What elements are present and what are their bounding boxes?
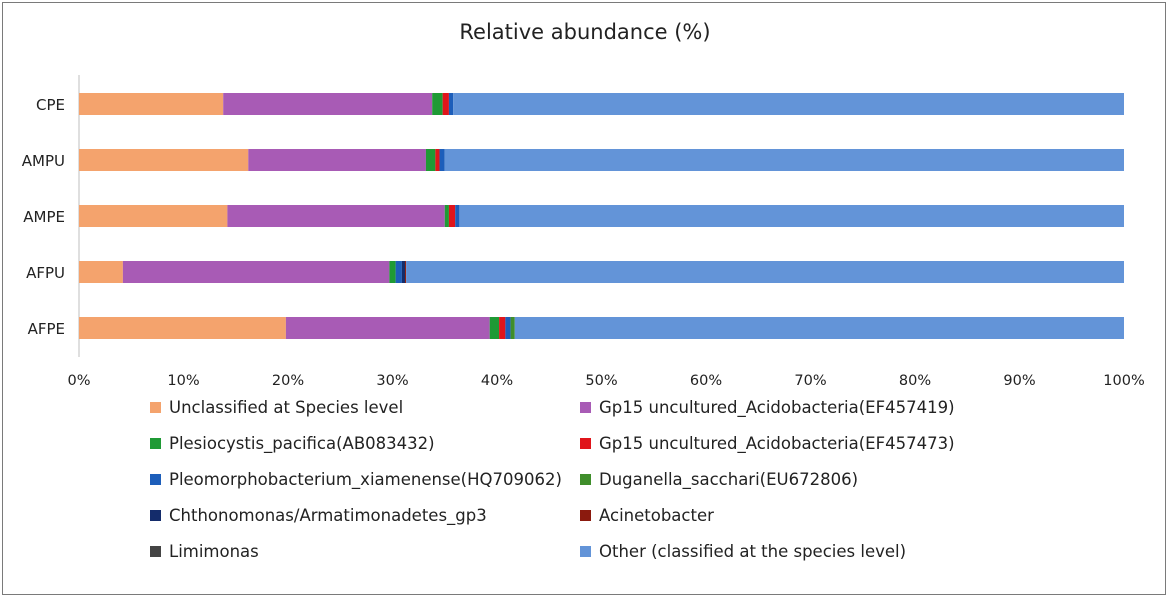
bar-ampu-series-1 xyxy=(248,149,426,171)
bar-cpe-series-3 xyxy=(442,93,449,115)
bar-afpe-series-0 xyxy=(79,317,286,339)
bar-ampe-series-1 xyxy=(227,205,445,227)
legend-label-3: Gp15 uncultured_Acidobacteria(EF457473) xyxy=(599,433,955,453)
bar-ampe-series-9 xyxy=(459,205,1124,227)
legend-item-9: Other (classified at the species level) xyxy=(580,539,906,563)
legend-item-2: Plesiocystis_pacifica(AB083432) xyxy=(150,431,435,455)
legend-swatch-7 xyxy=(580,509,591,521)
bar-cpe-series-1 xyxy=(223,93,433,115)
legend-label-4: Pleomorphobacterium_xiamenense(HQ709062) xyxy=(169,469,562,489)
legend-swatch-5 xyxy=(580,473,591,485)
bar-afpe-series-4 xyxy=(505,317,511,339)
bar-ampu-series-2 xyxy=(425,149,436,171)
bar-afpu-series-0 xyxy=(79,261,123,283)
bar-ampu-series-9 xyxy=(444,149,1124,171)
bar-ampu-series-3 xyxy=(435,149,440,171)
x-tick-label-8: 80% xyxy=(899,373,931,389)
bar-ampu-series-4 xyxy=(439,149,445,171)
legend-swatch-8 xyxy=(150,545,161,557)
legend-label-1: Gp15 uncultured_Acidobacteria(EF457419) xyxy=(599,397,955,417)
legend-item-7: Acinetobacter xyxy=(580,503,714,527)
bar-ampe-series-2 xyxy=(444,205,449,227)
x-tick-label-5: 50% xyxy=(585,373,617,389)
bar-cpe-series-2 xyxy=(432,93,443,115)
legend-swatch-9 xyxy=(580,545,591,557)
category-label-cpe: CPE xyxy=(36,96,65,114)
legend-swatch-4 xyxy=(150,473,161,485)
bar-afpu-series-9 xyxy=(406,261,1125,283)
bar-ampu-series-0 xyxy=(79,149,249,171)
bar-afpe-series-2 xyxy=(489,317,500,339)
category-label-afpu: AFPU xyxy=(26,264,65,282)
legend-item-8: Limimonas xyxy=(150,539,259,563)
bar-cpe-series-9 xyxy=(453,93,1124,115)
bar-afpu-series-2 xyxy=(389,261,396,283)
bar-afpu-series-6 xyxy=(401,261,406,283)
x-tick-label-10: 100% xyxy=(1103,373,1144,389)
x-tick-label-4: 40% xyxy=(481,373,513,389)
bar-afpe-series-3 xyxy=(499,317,506,339)
legend-label-6: Chthonomonas/Armatimonadetes_gp3 xyxy=(169,505,487,525)
category-label-ampe: AMPE xyxy=(23,208,65,226)
legend-swatch-0 xyxy=(150,401,161,413)
x-tick-label-0: 0% xyxy=(67,373,90,389)
legend-swatch-2 xyxy=(150,437,161,449)
x-tick-label-6: 60% xyxy=(690,373,722,389)
legend-label-7: Acinetobacter xyxy=(599,505,714,525)
legend-item-4: Pleomorphobacterium_xiamenense(HQ709062) xyxy=(150,467,562,491)
legend-swatch-6 xyxy=(150,509,161,521)
x-tick-label-7: 70% xyxy=(794,373,826,389)
bar-afpe-series-1 xyxy=(285,317,490,339)
x-tick-label-2: 20% xyxy=(272,373,304,389)
legend-swatch-1 xyxy=(580,401,591,413)
bar-ampe-series-3 xyxy=(448,205,456,227)
legend-label-2: Plesiocystis_pacifica(AB083432) xyxy=(169,433,435,453)
bar-afpe-series-5 xyxy=(510,317,515,339)
category-label-afpe: AFPE xyxy=(28,320,65,338)
bar-cpe-series-0 xyxy=(79,93,224,115)
bar-afpe-series-9 xyxy=(514,317,1124,339)
legend-item-0: Unclassified at Species level xyxy=(150,395,403,419)
bar-ampe-series-4 xyxy=(455,205,460,227)
legend-item-3: Gp15 uncultured_Acidobacteria(EF457473) xyxy=(580,431,955,455)
x-tick-label-1: 10% xyxy=(167,373,199,389)
x-tick-label-9: 90% xyxy=(1003,373,1035,389)
x-tick-label-3: 30% xyxy=(376,373,408,389)
legend-label-5: Duganella_sacchari(EU672806) xyxy=(599,469,859,489)
legend-item-6: Chthonomonas/Armatimonadetes_gp3 xyxy=(150,503,487,527)
chart-title: Relative abundance (%) xyxy=(459,20,711,44)
bar-afpu-series-4 xyxy=(395,261,402,283)
bar-afpu-series-7 xyxy=(405,261,407,283)
legend-label-0: Unclassified at Species level xyxy=(169,397,404,417)
legend-item-1: Gp15 uncultured_Acidobacteria(EF457419) xyxy=(580,395,955,419)
category-label-ampu: AMPU xyxy=(22,152,65,170)
legend-label-9: Other (classified at the species level) xyxy=(599,541,907,561)
legend-swatch-3 xyxy=(580,437,591,449)
bar-afpu-series-1 xyxy=(122,261,390,283)
legend-item-5: Duganella_sacchari(EU672806) xyxy=(580,467,858,491)
bar-cpe-series-4 xyxy=(448,93,454,115)
legend-label-8: Limimonas xyxy=(169,541,259,561)
bar-ampe-series-0 xyxy=(79,205,228,227)
